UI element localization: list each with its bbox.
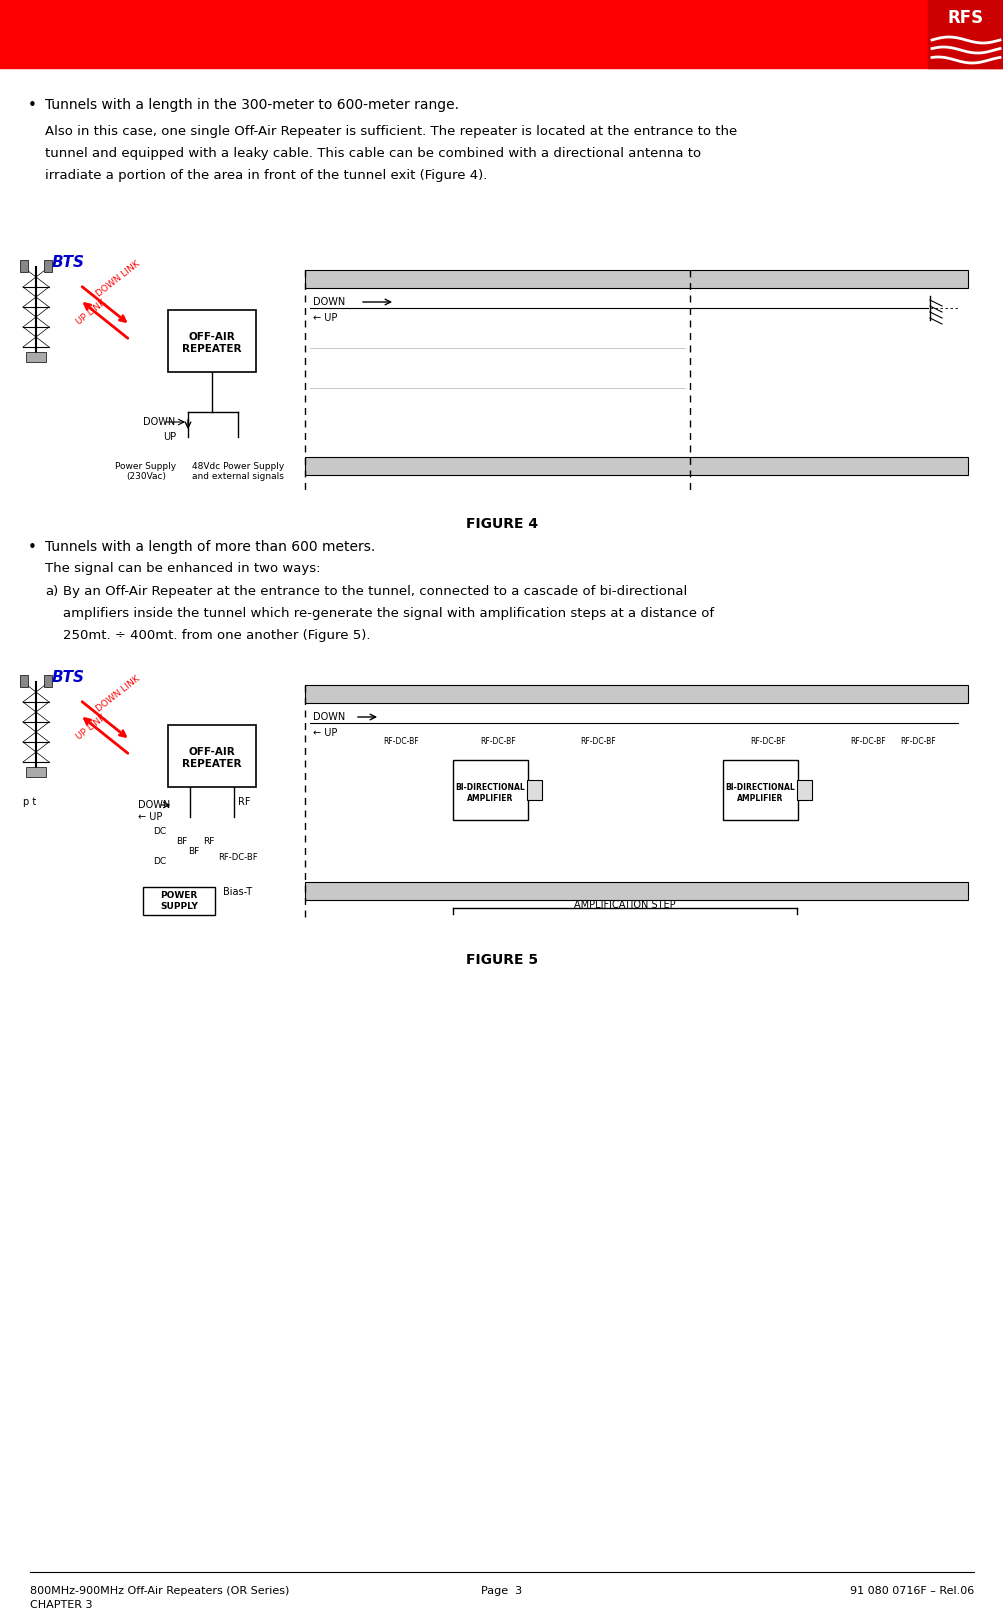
Text: By an Off-Air Repeater at the entrance to the tunnel, connected to a cascade of : By an Off-Air Repeater at the entrance t… (63, 585, 687, 598)
Text: DC: DC (152, 858, 165, 867)
Bar (168, 310, 256, 372)
Text: 48Vdc Power Supply
and external signals: 48Vdc Power Supply and external signals (192, 463, 284, 482)
Text: 91 080 0716F – Rel.06: 91 080 0716F – Rel.06 (849, 1586, 973, 1596)
Text: RF: RF (238, 796, 251, 808)
Text: DOWN: DOWN (313, 297, 345, 306)
Text: AMPLIFICATION STEP: AMPLIFICATION STEP (574, 899, 675, 911)
Text: RF-DC-BF: RF-DC-BF (580, 737, 615, 745)
Text: amplifiers inside the tunnel which re-generate the signal with amplification ste: amplifiers inside the tunnel which re-ge… (63, 608, 713, 621)
Text: Bias-T: Bias-T (223, 887, 252, 896)
Bar (452, 759, 528, 821)
Text: FIGURE 5: FIGURE 5 (465, 953, 538, 967)
Bar (26, 351, 46, 363)
Text: RF-DC-BF: RF-DC-BF (382, 737, 418, 745)
Text: RF-DC-BF: RF-DC-BF (479, 737, 516, 745)
Text: ← UP: ← UP (137, 812, 162, 822)
Text: BF: BF (188, 848, 199, 856)
Text: Tunnels with a length in the 300-meter to 600-meter range.: Tunnels with a length in the 300-meter t… (45, 98, 458, 111)
Bar (305, 882, 967, 899)
Text: RFS: RFS (947, 10, 983, 27)
Text: FIGURE 4: FIGURE 4 (465, 517, 538, 530)
Text: BI-DIRECTIONAL
AMPLIFIER: BI-DIRECTIONAL AMPLIFIER (454, 783, 525, 803)
Text: Power Supply
(230Vac): Power Supply (230Vac) (115, 463, 177, 482)
Bar (305, 269, 967, 289)
Bar (527, 780, 542, 800)
Text: DOWN: DOWN (313, 713, 345, 722)
Text: Tunnels with a length of more than 600 meters.: Tunnels with a length of more than 600 m… (45, 540, 375, 555)
Bar (305, 685, 967, 703)
Text: Also in this case, one single Off-Air Repeater is sufficient. The repeater is lo: Also in this case, one single Off-Air Re… (45, 126, 736, 139)
Text: •: • (28, 540, 37, 555)
Text: RF-DC-BF: RF-DC-BF (899, 737, 935, 745)
Text: RF-DC-BF: RF-DC-BF (218, 853, 258, 861)
Bar (305, 456, 967, 476)
Bar (142, 887, 215, 916)
Bar (44, 260, 52, 272)
Text: RF-DC-BF: RF-DC-BF (749, 737, 784, 745)
Text: DOWN: DOWN (142, 418, 176, 427)
Text: The signal can be enhanced in two ways:: The signal can be enhanced in two ways: (45, 563, 320, 575)
Text: POWER
SUPPLY: POWER SUPPLY (159, 891, 198, 911)
Bar (722, 759, 797, 821)
Text: BF: BF (176, 838, 188, 846)
Text: OFF-AIR
REPEATER: OFF-AIR REPEATER (183, 332, 242, 353)
Text: irradiate a portion of the area in front of the tunnel exit (Figure 4).: irradiate a portion of the area in front… (45, 169, 486, 182)
Text: tunnel and equipped with a leaky cable. This cable can be combined with a direct: tunnel and equipped with a leaky cable. … (45, 147, 700, 160)
Text: BI-DIRECTIONAL
AMPLIFIER: BI-DIRECTIONAL AMPLIFIER (724, 783, 794, 803)
Text: DOWN LINK: DOWN LINK (95, 674, 141, 714)
Text: CHAPTER 3: CHAPTER 3 (30, 1601, 92, 1610)
Text: UP: UP (162, 432, 176, 442)
Text: p t: p t (23, 796, 36, 808)
Bar (0, 0, 1003, 68)
Text: UP LINK: UP LINK (75, 714, 108, 742)
Bar (796, 780, 811, 800)
Text: RF: RF (203, 838, 215, 846)
Text: 250mt. ÷ 400mt. from one another (Figure 5).: 250mt. ÷ 400mt. from one another (Figure… (63, 629, 370, 642)
Text: a): a) (45, 585, 58, 598)
Bar (168, 725, 256, 787)
Text: BTS: BTS (52, 255, 85, 269)
Text: RF-DC-BF: RF-DC-BF (850, 737, 885, 745)
Bar (44, 675, 52, 687)
Bar (20, 675, 28, 687)
Text: ← UP: ← UP (313, 313, 337, 322)
Bar (26, 767, 46, 777)
Bar (20, 260, 28, 272)
Text: Page  3: Page 3 (481, 1586, 522, 1596)
Text: UP LINK: UP LINK (75, 298, 108, 327)
Text: DC: DC (152, 827, 165, 837)
Text: ← UP: ← UP (313, 729, 337, 738)
Text: OFF-AIR
REPEATER: OFF-AIR REPEATER (183, 748, 242, 769)
Bar (927, 0, 1003, 68)
Text: •: • (28, 98, 37, 113)
Text: DOWN: DOWN (137, 800, 171, 809)
Text: 800MHz-900MHz Off-Air Repeaters (OR Series): 800MHz-900MHz Off-Air Repeaters (OR Seri… (30, 1586, 289, 1596)
Text: BTS: BTS (52, 671, 85, 685)
Text: DOWN LINK: DOWN LINK (95, 260, 141, 298)
